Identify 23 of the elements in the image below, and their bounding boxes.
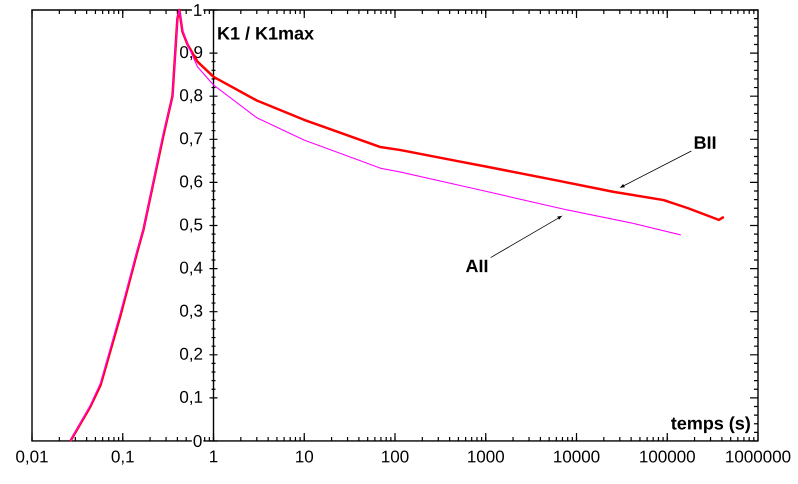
y-tick-label: 0,5 bbox=[180, 218, 202, 233]
y-tick-label: 0,8 bbox=[180, 89, 202, 104]
x-tick-label: 1000000 bbox=[726, 450, 790, 463]
y-tick-label: 0,1 bbox=[180, 390, 202, 405]
x-axis-title: temps (s) bbox=[671, 416, 750, 434]
y-tick-label: 1 bbox=[194, 4, 202, 16]
y-tick-label: 0,3 bbox=[180, 304, 202, 319]
x-tick-label: 1000 bbox=[468, 450, 504, 463]
y-axis-title: K1 / K1max bbox=[218, 26, 314, 40]
x-tick-label: 10000 bbox=[554, 450, 600, 463]
x-tick-label: 100 bbox=[382, 450, 409, 463]
y-tick-label: 0 bbox=[194, 434, 202, 448]
x-tick-label: 0,1 bbox=[112, 450, 134, 465]
y-tick-label: 0,6 bbox=[180, 175, 202, 190]
x-tick-label: 100000 bbox=[640, 450, 695, 463]
annotation: AII bbox=[466, 260, 488, 272]
y-tick-label: 0,4 bbox=[180, 262, 202, 276]
y-tick-label: 0,2 bbox=[180, 348, 202, 362]
x-tick-label: 10 bbox=[296, 450, 314, 463]
y-tick-label: 0,7 bbox=[180, 132, 202, 146]
x-tick-label: 0,01 bbox=[16, 450, 48, 465]
annotation: BII bbox=[694, 136, 716, 149]
x-tick-label: 1 bbox=[210, 450, 218, 462]
